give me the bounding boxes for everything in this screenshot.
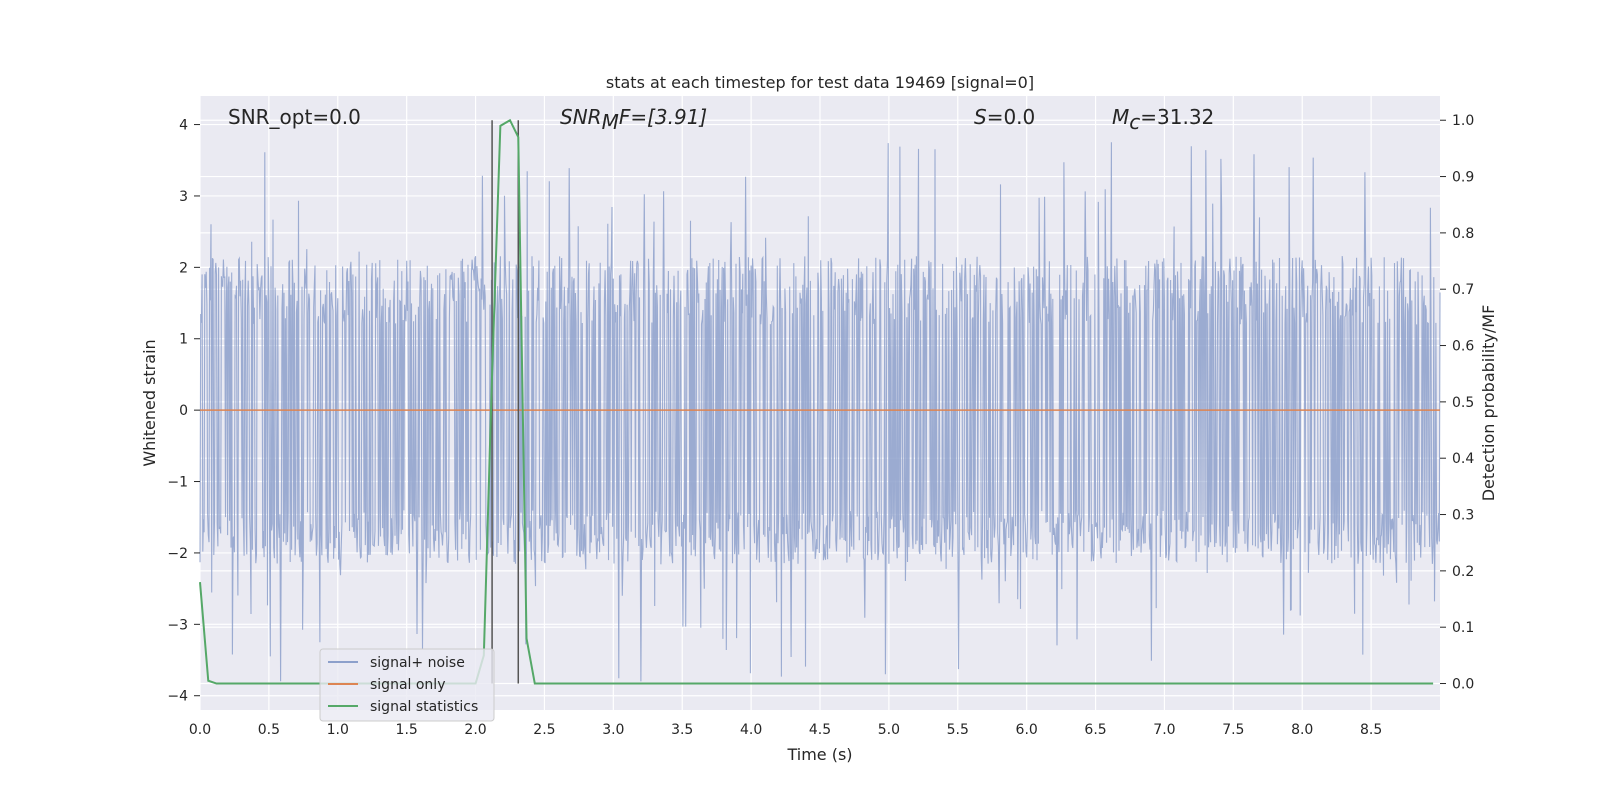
x-tick-label: 6.5 <box>1084 722 1106 738</box>
legend-label-signal-noise: signal+ noise <box>370 655 465 671</box>
snr-mf-rest-f: F=[3.91] <box>619 105 707 129</box>
legend: signal+ noise signal only signal statist… <box>319 648 495 722</box>
y2-tick-label: 0.7 <box>1452 282 1474 298</box>
y2-tick-label: 0.5 <box>1452 395 1474 411</box>
x-tick-label: 5.0 <box>878 722 900 738</box>
y-tick-label: −3 <box>167 617 188 633</box>
y2-axis-label: Detection probability/MF <box>1479 305 1498 502</box>
chart-title: stats at each timestep for test data 194… <box>606 73 1034 92</box>
legend-label-signal-statistics: signal statistics <box>370 699 478 715</box>
x-tick-labels: 0.0 0.5 1.0 1.5 2.0 2.5 3.0 3.5 4.0 4.5 5.0 5.5 6.0 6… <box>189 722 1382 738</box>
x-tick-label: 0.5 <box>258 722 280 738</box>
y2-tick-label: 0.3 <box>1452 508 1474 524</box>
x-tick-label: 5.5 <box>947 722 969 738</box>
snr-mf-sub: M <box>602 110 619 134</box>
y2-tick-label: 0.6 <box>1452 339 1474 355</box>
y2-tick-label: 0.0 <box>1452 677 1474 693</box>
s-rest: =0.0 <box>987 105 1036 129</box>
mc-sub: c <box>1129 110 1140 134</box>
snr-opt-annotation: SNR_opt=0.0 <box>228 105 361 129</box>
x-tick-label: 1.0 <box>327 722 349 738</box>
x-axis-label: Time (s) <box>786 745 852 764</box>
y-tick-label: −4 <box>167 689 188 705</box>
x-tick-label: 0.0 <box>189 722 211 738</box>
y-tick-labels: −4 −3 −2 −1 0 1 2 3 4 <box>167 118 200 705</box>
y2-tick-label: 0.2 <box>1452 564 1474 580</box>
y-tick-label: −2 <box>167 546 188 562</box>
signal-statistics-series <box>199 118 1434 685</box>
mc-base: M <box>1112 105 1129 129</box>
x-tick-label: 7.5 <box>1222 722 1244 738</box>
x-tick-label: 3.5 <box>671 722 693 738</box>
y-tick-label: 0 <box>179 403 188 419</box>
x-tick-label: 4.0 <box>740 722 762 738</box>
signal-noise-series <box>199 142 1441 682</box>
x-tick-label: 2.5 <box>533 722 555 738</box>
x-tick-label: 8.0 <box>1291 722 1313 738</box>
x-tick-label: 6.0 <box>1016 722 1038 738</box>
y-tick-label: 3 <box>179 189 188 205</box>
x-tick-label: 4.5 <box>809 722 831 738</box>
y-tick-label: 1 <box>179 332 188 348</box>
y-tick-label: 4 <box>179 118 188 134</box>
y2-tick-label: 0.9 <box>1452 170 1474 186</box>
legend-box <box>319 648 495 722</box>
legend-label-signal-only: signal only <box>370 677 445 693</box>
x-tick-label: 2.0 <box>464 722 486 738</box>
x-tick-label: 3.0 <box>602 722 624 738</box>
y2-tick-labels: 0.0 0.1 0.2 0.3 0.4 0.5 0.6 0.7 0.8 0.9 1.0 <box>1440 113 1474 693</box>
mc-rest: =31.32 <box>1140 105 1214 129</box>
x-tick-label: 7.0 <box>1153 722 1175 738</box>
snr-mf-base: SNR <box>560 105 602 129</box>
signal-statistics-line <box>199 118 1434 685</box>
s-annotation: S=0.0 <box>974 105 1035 129</box>
snr-mf-annotation: SNRMF=[3.91] <box>560 105 707 134</box>
y-axis-label: Whitened strain <box>140 339 159 466</box>
y2-tick-label: 1.0 <box>1452 113 1474 129</box>
mc-annotation: Mc=31.32 <box>1112 105 1214 134</box>
y-tick-label: 2 <box>179 260 188 276</box>
signal-noise-line <box>199 142 1441 682</box>
y2-tick-label: 0.8 <box>1452 226 1474 242</box>
x-tick-label: 1.5 <box>396 722 418 738</box>
s-base: S <box>974 105 987 129</box>
y2-tick-label: 0.4 <box>1452 451 1474 467</box>
y2-tick-label: 0.1 <box>1452 620 1474 636</box>
y-tick-label: −1 <box>167 475 188 491</box>
x-tick-label: 8.5 <box>1360 722 1382 738</box>
